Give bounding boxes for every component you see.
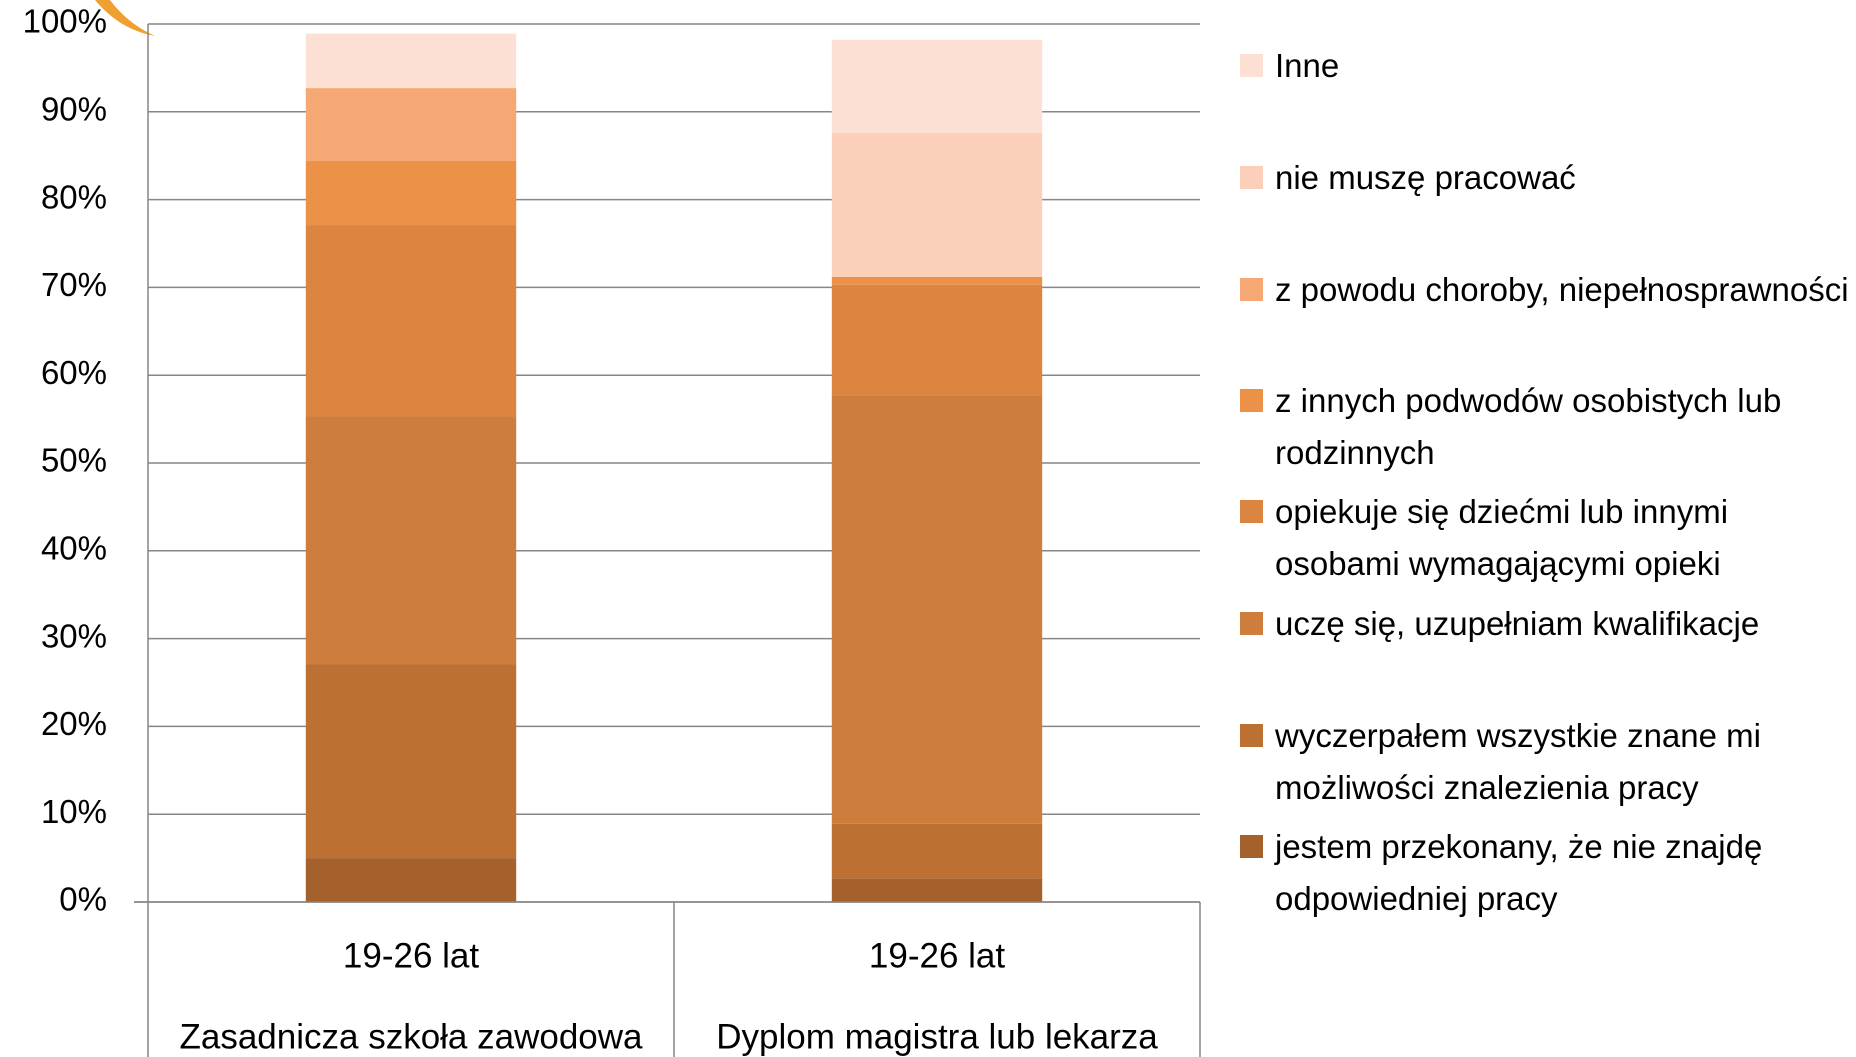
- legend-swatch: [1240, 835, 1263, 858]
- y-tick-label: 100%: [23, 3, 107, 40]
- bar-segment: [305, 664, 517, 859]
- legend-swatch: [1240, 724, 1263, 747]
- legend-label: uczę się, uzupełniam kwalifikacje: [1275, 605, 1760, 642]
- legend-label: z powodu choroby, niepełnosprawności: [1275, 271, 1849, 308]
- bar-segment: [831, 823, 1043, 879]
- bar-segment: [305, 416, 517, 665]
- bar-segment: [831, 276, 1043, 285]
- bar-segment: [831, 39, 1043, 133]
- bar-segment: [305, 858, 517, 902]
- bar-segment: [305, 88, 517, 161]
- legend-label: Inne: [1275, 47, 1340, 84]
- legend-swatch: [1240, 612, 1263, 635]
- y-tick-label: 90%: [41, 91, 107, 128]
- legend-label: jestem przekonany, że nie znajdę odpowie…: [1275, 828, 1763, 917]
- legend-label: opiekuje się dziećmi lub innymi osobami …: [1275, 493, 1729, 582]
- bar-segment: [305, 160, 517, 226]
- legend-item: z powodu choroby, niepełnosprawności: [1240, 264, 1850, 316]
- y-tick-label: 80%: [41, 178, 107, 215]
- x-tick-label: 19-26 lat: [869, 936, 1005, 975]
- y-tick-label: 0%: [59, 881, 107, 918]
- x-tick-label: 19-26 lat: [343, 936, 479, 975]
- legend-swatch: [1240, 278, 1263, 301]
- group-label: Dyplom magistra lub lekarza: [716, 1017, 1158, 1056]
- legend-swatch: [1240, 166, 1263, 189]
- legend-item: Inne: [1240, 40, 1850, 92]
- y-tick-label: 70%: [41, 266, 107, 303]
- legend-item: jestem przekonany, że nie znajdę odpowie…: [1240, 821, 1850, 925]
- legend-label: wyczerpałem wszystkie znane mi możliwośc…: [1275, 717, 1761, 806]
- bar-segment: [305, 225, 517, 417]
- legend-item: uczę się, uzupełniam kwalifikacje: [1240, 598, 1850, 650]
- y-tick-label: 60%: [41, 354, 107, 391]
- y-tick-label: 30%: [41, 617, 107, 654]
- legend-swatch: [1240, 500, 1263, 523]
- legend-label: nie muszę pracować: [1275, 159, 1576, 196]
- bar-segment: [831, 132, 1043, 277]
- legend-item: z innych podwodów osobistych lub rodzinn…: [1240, 375, 1850, 479]
- group-label: Zasadnicza szkoła zawodowa: [179, 1017, 643, 1056]
- bar-segment: [831, 284, 1043, 396]
- legend-item: wyczerpałem wszystkie znane mi możliwośc…: [1240, 710, 1850, 814]
- y-tick-label: 50%: [41, 442, 107, 479]
- bar-segment: [831, 878, 1043, 902]
- bar-segment: [305, 33, 517, 89]
- y-tick-label: 10%: [41, 793, 107, 830]
- legend-swatch: [1240, 54, 1263, 77]
- legend-swatch: [1240, 389, 1263, 412]
- decoration: [95, 0, 155, 36]
- y-tick-label: 20%: [41, 705, 107, 742]
- legend-item: nie muszę pracować: [1240, 152, 1850, 204]
- legend-label: z innych podwodów osobistych lub rodzinn…: [1275, 382, 1782, 471]
- y-tick-label: 40%: [41, 530, 107, 567]
- legend-item: opiekuje się dziećmi lub innymi osobami …: [1240, 486, 1850, 590]
- bar-segment: [831, 395, 1043, 824]
